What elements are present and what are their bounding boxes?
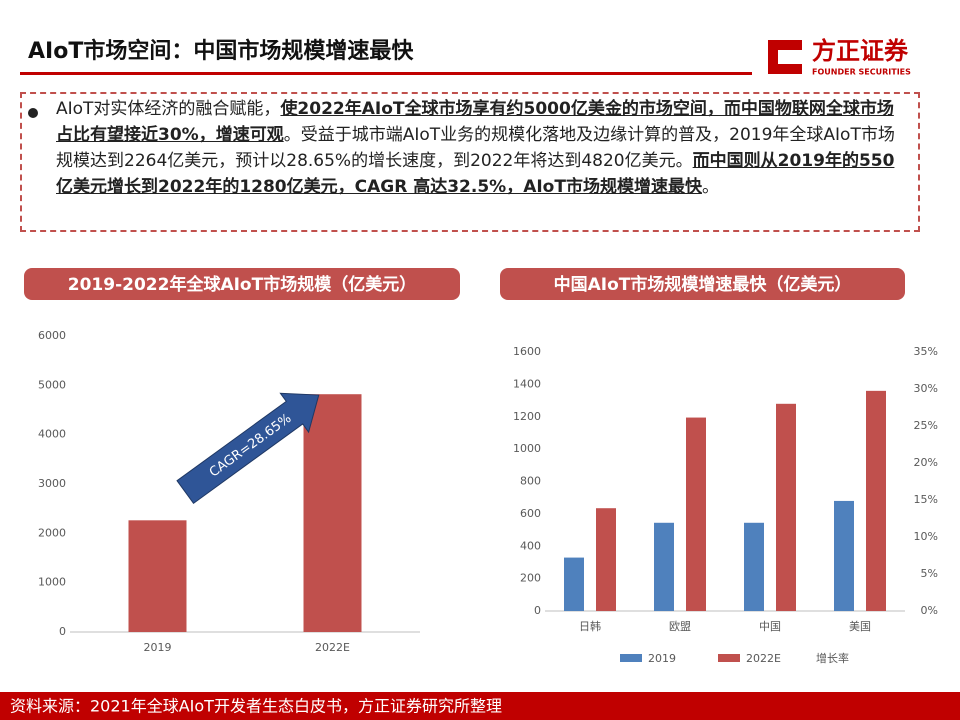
y-tick-label: 1400	[513, 377, 541, 390]
y-tick-label: 800	[520, 475, 541, 488]
bullet-segment: 。	[701, 177, 719, 197]
x-tick-label: 欧盟	[669, 620, 691, 633]
logo-text: 方正证券	[812, 37, 909, 65]
slide-title: AIoT市场空间：中国市场规模增速最快	[28, 38, 414, 64]
bar	[596, 508, 616, 611]
y-tick-label: 200	[520, 572, 541, 585]
source-bar	[0, 692, 960, 720]
bullet-segment: 。受益于城市端AIoT业务的规模化落地及边缘计算的普及，2019年全球AIoT市…	[56, 125, 895, 171]
y-tick-label: 1600	[513, 345, 541, 358]
bar	[564, 557, 584, 611]
bar	[686, 417, 706, 611]
x-tick-label: 美国	[849, 620, 871, 633]
bar	[744, 522, 764, 611]
bullet-segment: 使2022年AIoT全球市场享有约5000亿美金的市场空间，而中国物联网全球市场…	[56, 99, 894, 145]
y2-tick-label: 0%	[921, 604, 938, 617]
y2-tick-label: 10%	[914, 530, 938, 543]
y2-tick-label: 5%	[921, 567, 938, 580]
y-tick-label: 600	[520, 507, 541, 520]
legend-label: 增长率	[816, 651, 849, 665]
legend-label: 2019	[648, 652, 676, 665]
y-tick-label: 1000	[513, 442, 541, 455]
bar	[776, 403, 796, 611]
bullet-segment: AIoT对实体经济的融合赋能，	[56, 99, 281, 119]
bar	[303, 394, 362, 632]
logo-sub: FOUNDER SECURITIES	[812, 68, 911, 77]
panel-title-bg	[24, 268, 460, 300]
panel-title: 2019-2022年全球AIoT市场规模（亿美元）	[68, 274, 416, 295]
y-tick-label: 400	[520, 539, 541, 552]
y-tick-label: 1200	[513, 410, 541, 423]
y2-tick-label: 20%	[914, 456, 938, 469]
bullet-dot	[28, 108, 38, 118]
x-tick-label: 2019	[144, 641, 172, 654]
y-tick-label: 0	[534, 604, 541, 617]
source: 资料来源：2021年全球AIoT开发者生态白皮书，方正证券研究所整理	[10, 697, 502, 716]
panel-title: 中国AIoT市场规模增速最快（亿美元）	[554, 274, 852, 295]
y2-tick-label: 30%	[914, 382, 938, 395]
legend-swatch	[620, 654, 642, 662]
bar	[128, 520, 187, 632]
annotation-arrow	[176, 392, 320, 505]
bar	[866, 390, 886, 611]
bullet-segment: 而中国则从2019年的550亿美元增长到2022年的1280亿美元，CAGR 高…	[56, 151, 895, 197]
y-tick-label: 5000	[38, 378, 66, 391]
y-tick-label: 2000	[38, 526, 66, 539]
y-tick-label: 6000	[38, 329, 66, 342]
x-tick-label: 中国	[759, 620, 781, 633]
y-tick-label: 0	[59, 625, 66, 638]
legend-swatch	[718, 654, 740, 662]
y2-tick-label: 35%	[914, 345, 938, 358]
y-tick-label: 3000	[38, 477, 66, 490]
bullet-text: AIoT对实体经济的融合赋能，使2022年AIoT全球市场享有约5000亿美金的…	[56, 96, 906, 200]
bar	[654, 522, 674, 611]
y2-tick-label: 25%	[914, 419, 938, 432]
legend-label: 2022E	[746, 652, 781, 665]
x-tick-label: 日韩	[579, 619, 601, 633]
logo-icon-cut	[778, 50, 802, 64]
y-tick-label: 1000	[38, 576, 66, 589]
text-box	[20, 92, 920, 232]
y-tick-label: 4000	[38, 428, 66, 441]
panel-title-bg	[500, 268, 905, 300]
y2-tick-label: 15%	[914, 493, 938, 506]
annotation-text: CAGR=28.65%	[207, 411, 295, 480]
x-tick-label: 2022E	[315, 641, 350, 654]
title-rule	[20, 72, 752, 75]
bar	[834, 500, 854, 611]
